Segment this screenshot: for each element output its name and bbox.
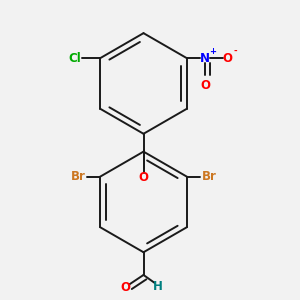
- Text: O: O: [200, 80, 210, 92]
- Text: -: -: [234, 47, 238, 56]
- Text: Cl: Cl: [68, 52, 81, 65]
- Text: O: O: [223, 52, 232, 65]
- Text: Br: Br: [70, 170, 85, 183]
- Text: H: H: [153, 280, 163, 293]
- Text: N: N: [200, 52, 210, 65]
- Text: Br: Br: [202, 170, 217, 183]
- Text: +: +: [209, 47, 217, 56]
- Text: O: O: [139, 171, 148, 184]
- Text: O: O: [121, 281, 131, 294]
